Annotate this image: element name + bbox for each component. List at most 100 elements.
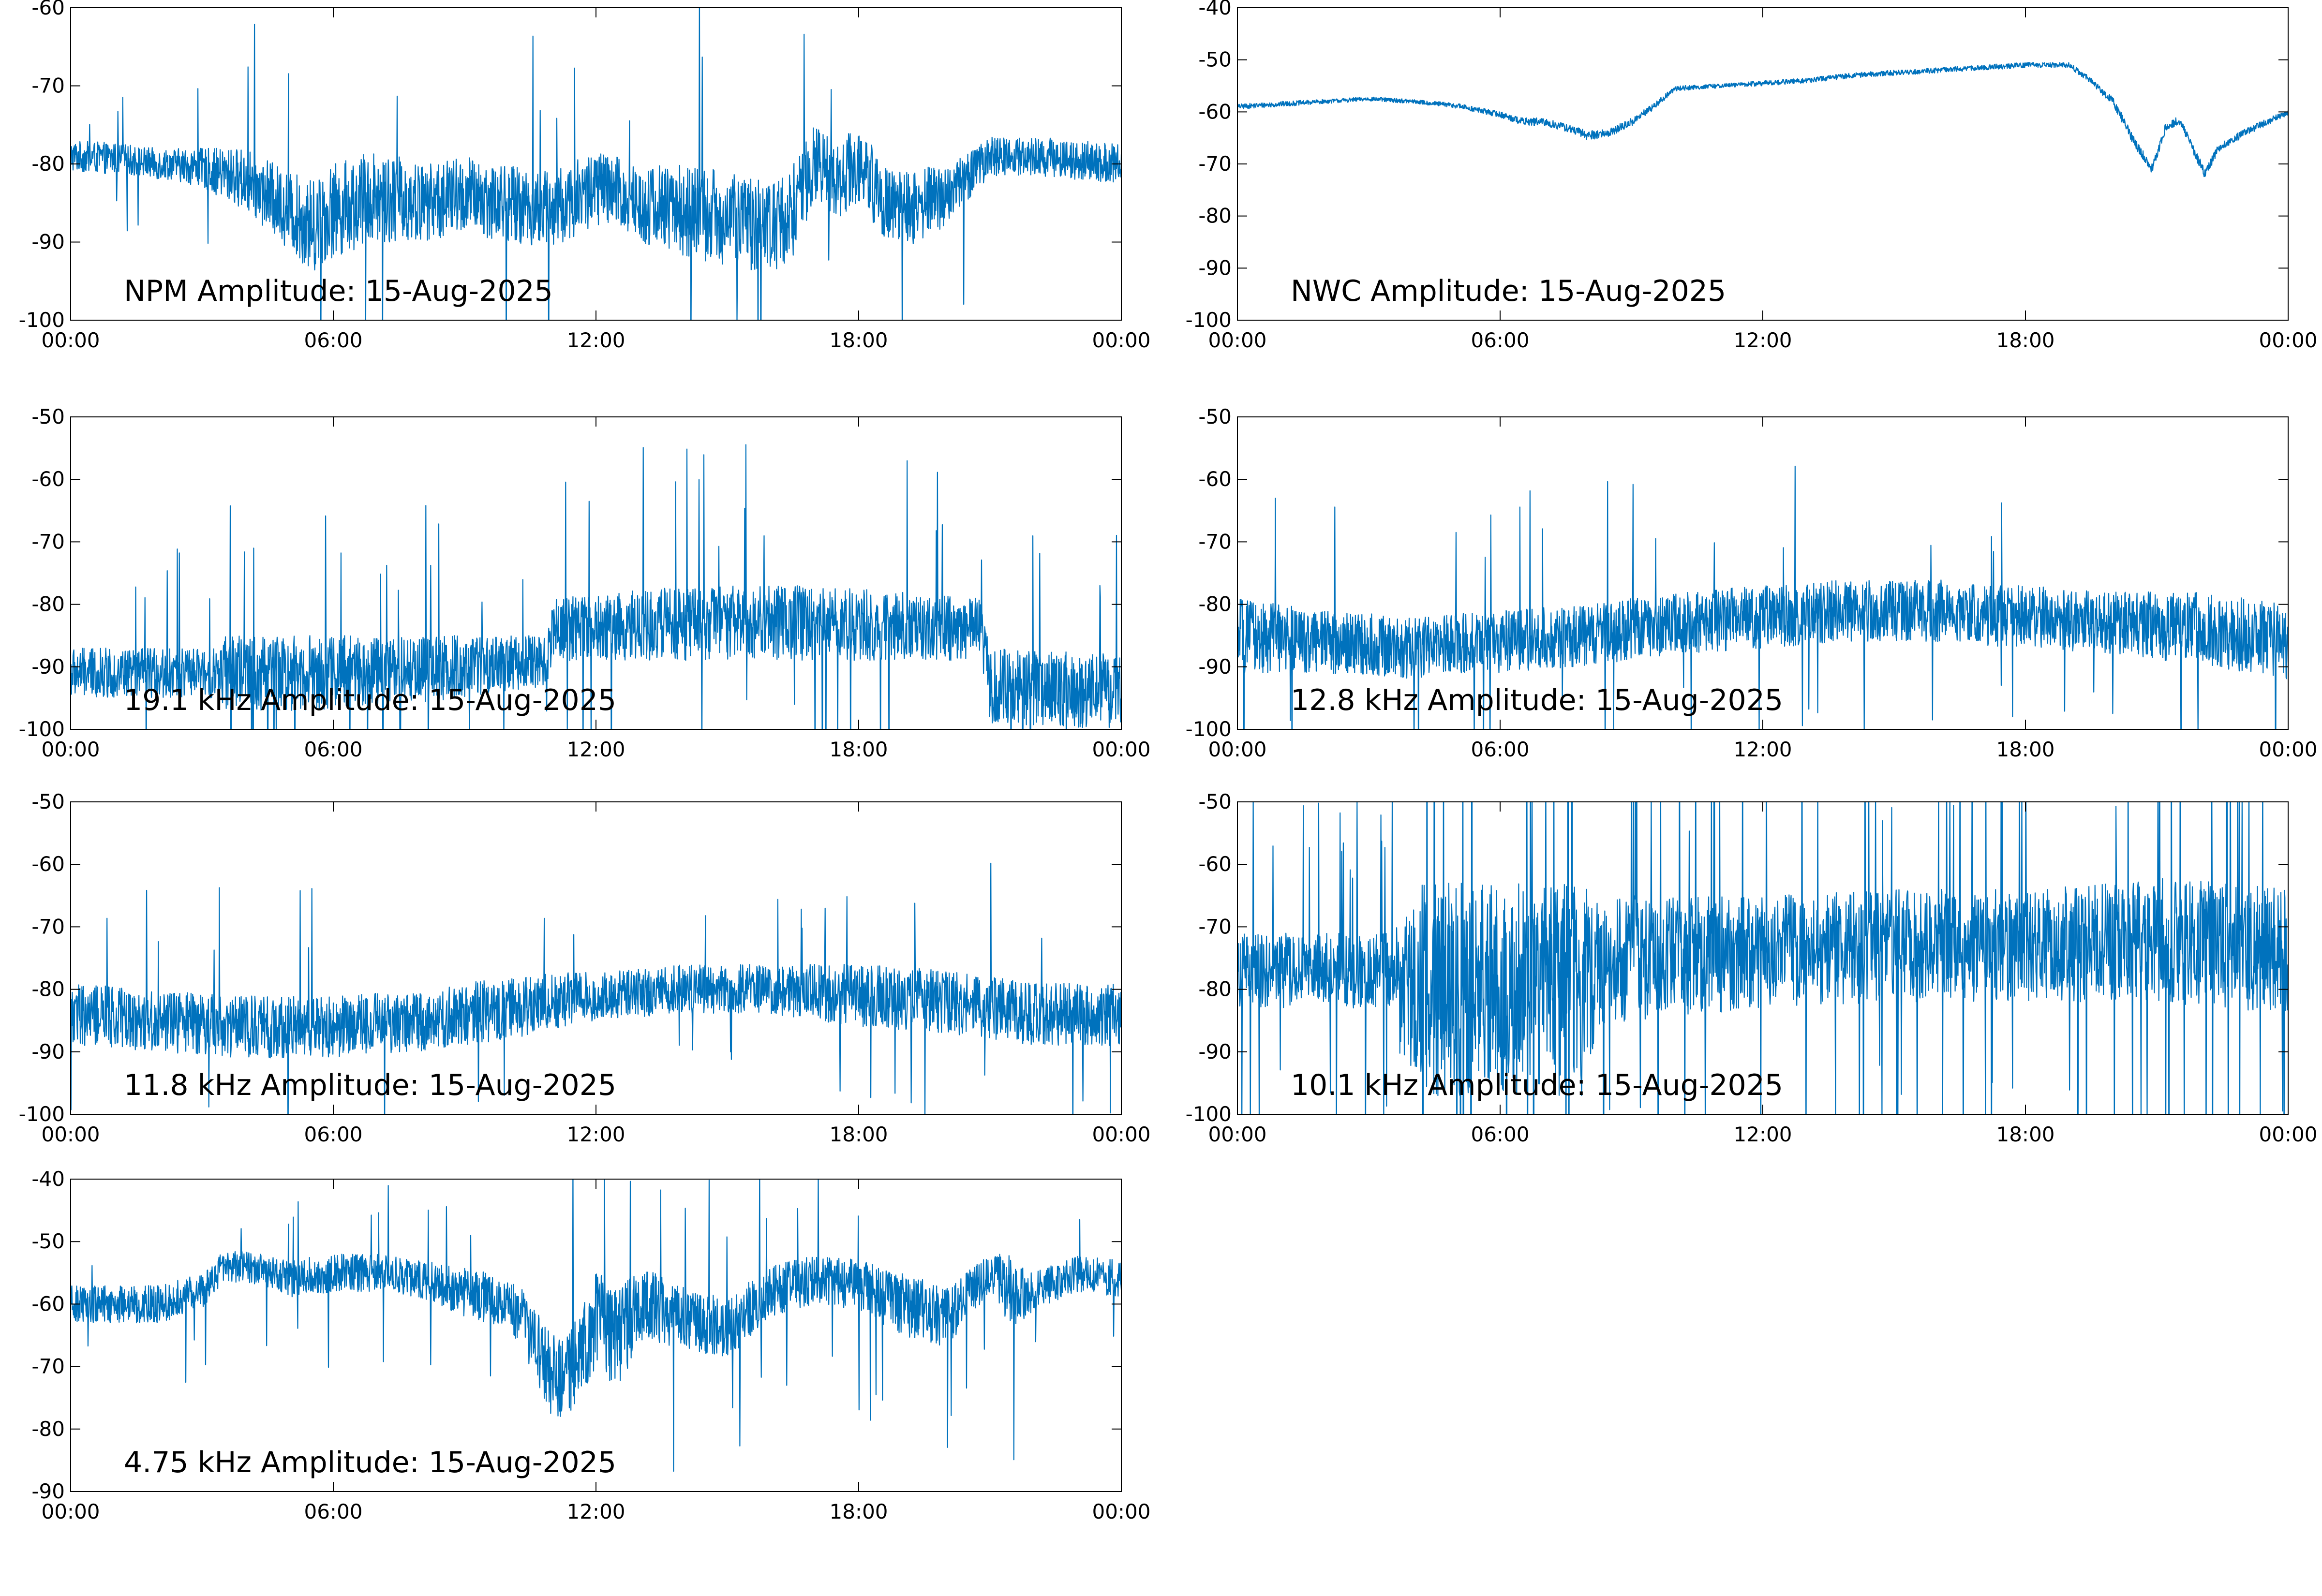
panel-7: -90 -80 -70 -60 -50 -40 00:00 06:00 12:00 18:00 00… (31, 1167, 1150, 1523)
x-tick-label: 18:00 (1996, 738, 2054, 761)
amplitude-trace (1237, 62, 2288, 177)
y-tick-label: -60 (1198, 467, 1232, 491)
x-tick-label: 06:00 (304, 328, 362, 352)
x-tick-label: 06:00 (1471, 738, 1529, 761)
y-tick-label: -90 (31, 1040, 65, 1064)
y-tick-label: -100 (1186, 1102, 1232, 1126)
x-tick-label: 00:00 (1092, 1123, 1150, 1146)
y-tick-label: -60 (31, 0, 65, 19)
y-tick-label: -80 (31, 592, 65, 616)
x-tick-label: 00:00 (1092, 328, 1150, 352)
y-tick-label: -50 (1198, 790, 1232, 813)
amplitude-trace (1237, 802, 2288, 1114)
y-tick-label: -80 (31, 1417, 65, 1441)
amplitude-trace (71, 8, 1121, 320)
y-tick-label: -60 (31, 852, 65, 876)
x-tick-label: 00:00 (2259, 328, 2317, 352)
x-tick-label: 06:00 (1471, 328, 1529, 352)
y-tick-label: -40 (31, 1167, 65, 1191)
panel-1: -100 -90 -80 -70 -60 00:00 06:00 12:00 18:00 00:0… (19, 0, 1151, 352)
panel-5: -100 -90 -80 -70 -60 -50 00:00 06:00 12:00 18:00 0… (19, 790, 1151, 1146)
y-tick-label: -70 (1198, 915, 1232, 938)
x-tick-label: 00:00 (41, 738, 100, 761)
x-tick-label: 06:00 (304, 738, 362, 761)
y-tick-label: -90 (1198, 1040, 1232, 1064)
panel-title: 12.8 kHz Amplitude: 15-Aug-2025 (1291, 683, 1783, 717)
x-tick-label: 12:00 (1733, 328, 1792, 352)
panel-title: 19.1 kHz Amplitude: 15-Aug-2025 (124, 683, 616, 717)
panel-2: -100 -90 -80 -70 -60 -50 -40 00:00 06:00 12:00 18:… (1186, 0, 2318, 352)
y-tick-label: -50 (31, 1229, 65, 1253)
axes-frame (1237, 416, 2289, 730)
x-tick-label: 18:00 (829, 1123, 888, 1146)
x-tick-label: 12:00 (1733, 1123, 1792, 1146)
y-tick-label: -60 (1198, 100, 1232, 123)
panel-title: 11.8 kHz Amplitude: 15-Aug-2025 (124, 1068, 616, 1102)
amplitude-trace (71, 862, 1121, 1114)
y-tick-label: -70 (31, 1355, 65, 1378)
amplitude-trace (1237, 465, 2288, 729)
panel-title: NPM Amplitude: 15-Aug-2025 (124, 274, 553, 308)
y-tick-label: -90 (1198, 655, 1232, 679)
y-tick-label: -50 (31, 790, 65, 813)
x-tick-label: 12:00 (566, 328, 625, 352)
y-tick-label: -50 (1198, 48, 1232, 72)
y-tick-label: -100 (19, 308, 65, 332)
x-tick-label: 00:00 (1208, 328, 1266, 352)
y-tick-label: -100 (1186, 308, 1232, 332)
y-tick-label: -60 (31, 1292, 65, 1315)
x-tick-label: 12:00 (1733, 738, 1792, 761)
y-tick-label: -100 (19, 1102, 65, 1126)
amplitude-trace (71, 1179, 1121, 1472)
y-tick-label: -60 (1198, 852, 1232, 876)
y-tick-label: -80 (1198, 592, 1232, 616)
y-tick-label: -90 (1198, 256, 1232, 280)
y-tick-label: -80 (1198, 977, 1232, 1001)
y-tick-label: -40 (1198, 0, 1232, 19)
x-tick-label: 18:00 (829, 328, 888, 352)
y-tick-label: -80 (31, 977, 65, 1001)
axes-frame (70, 801, 1122, 1115)
axes-frame (1237, 7, 2289, 321)
panel-title: 10.1 kHz Amplitude: 15-Aug-2025 (1291, 1068, 1783, 1102)
x-tick-label: 00:00 (41, 1123, 100, 1146)
x-tick-label: 00:00 (41, 1500, 100, 1523)
panel-6: -100 -90 -80 -70 -60 -50 00:00 06:00 12:00 18:00 0… (1186, 790, 2318, 1146)
y-tick-label: -80 (1198, 204, 1232, 228)
x-tick-label: 18:00 (1996, 328, 2054, 352)
panel-3: -100 -90 -80 -70 -60 -50 00:00 06:00 12:00 18:00 0… (19, 405, 1151, 761)
x-tick-label: 06:00 (1471, 1123, 1529, 1146)
panel-4: -100 -90 -80 -70 -60 -50 00:00 06:00 12:00 18:00 0… (1186, 405, 2318, 761)
y-tick-label: -70 (31, 530, 65, 553)
y-tick-label: -90 (31, 655, 65, 679)
x-tick-label: 06:00 (304, 1123, 362, 1146)
x-tick-label: 00:00 (1092, 738, 1150, 761)
x-tick-label: 18:00 (829, 1500, 888, 1523)
y-tick-label: -60 (31, 467, 65, 491)
y-tick-label: -70 (1198, 530, 1232, 553)
x-tick-label: 00:00 (1208, 1123, 1266, 1146)
y-tick-label: -70 (1198, 152, 1232, 176)
panel-title: NWC Amplitude: 15-Aug-2025 (1291, 274, 1726, 308)
amplitude-trace (71, 444, 1121, 729)
axes-frame (70, 1179, 1122, 1492)
x-tick-label: 12:00 (566, 1123, 625, 1146)
y-tick-label: -100 (1186, 717, 1232, 741)
y-tick-label: -70 (31, 74, 65, 98)
x-tick-label: 00:00 (1208, 738, 1266, 761)
x-tick-label: 18:00 (829, 738, 888, 761)
x-tick-label: 18:00 (1996, 1123, 2054, 1146)
x-tick-label: 00:00 (1092, 1500, 1150, 1523)
y-tick-label: -50 (1198, 405, 1232, 429)
y-tick-label: -90 (31, 1479, 65, 1503)
y-tick-label: -90 (31, 230, 65, 254)
x-tick-label: 06:00 (304, 1500, 362, 1523)
y-tick-label: -50 (31, 405, 65, 429)
x-tick-label: 12:00 (566, 738, 625, 761)
y-tick-label: -70 (31, 915, 65, 938)
x-tick-label: 00:00 (2259, 1123, 2317, 1146)
x-tick-label: 00:00 (41, 328, 100, 352)
y-tick-label: -100 (19, 717, 65, 741)
x-tick-label: 00:00 (2259, 738, 2317, 761)
